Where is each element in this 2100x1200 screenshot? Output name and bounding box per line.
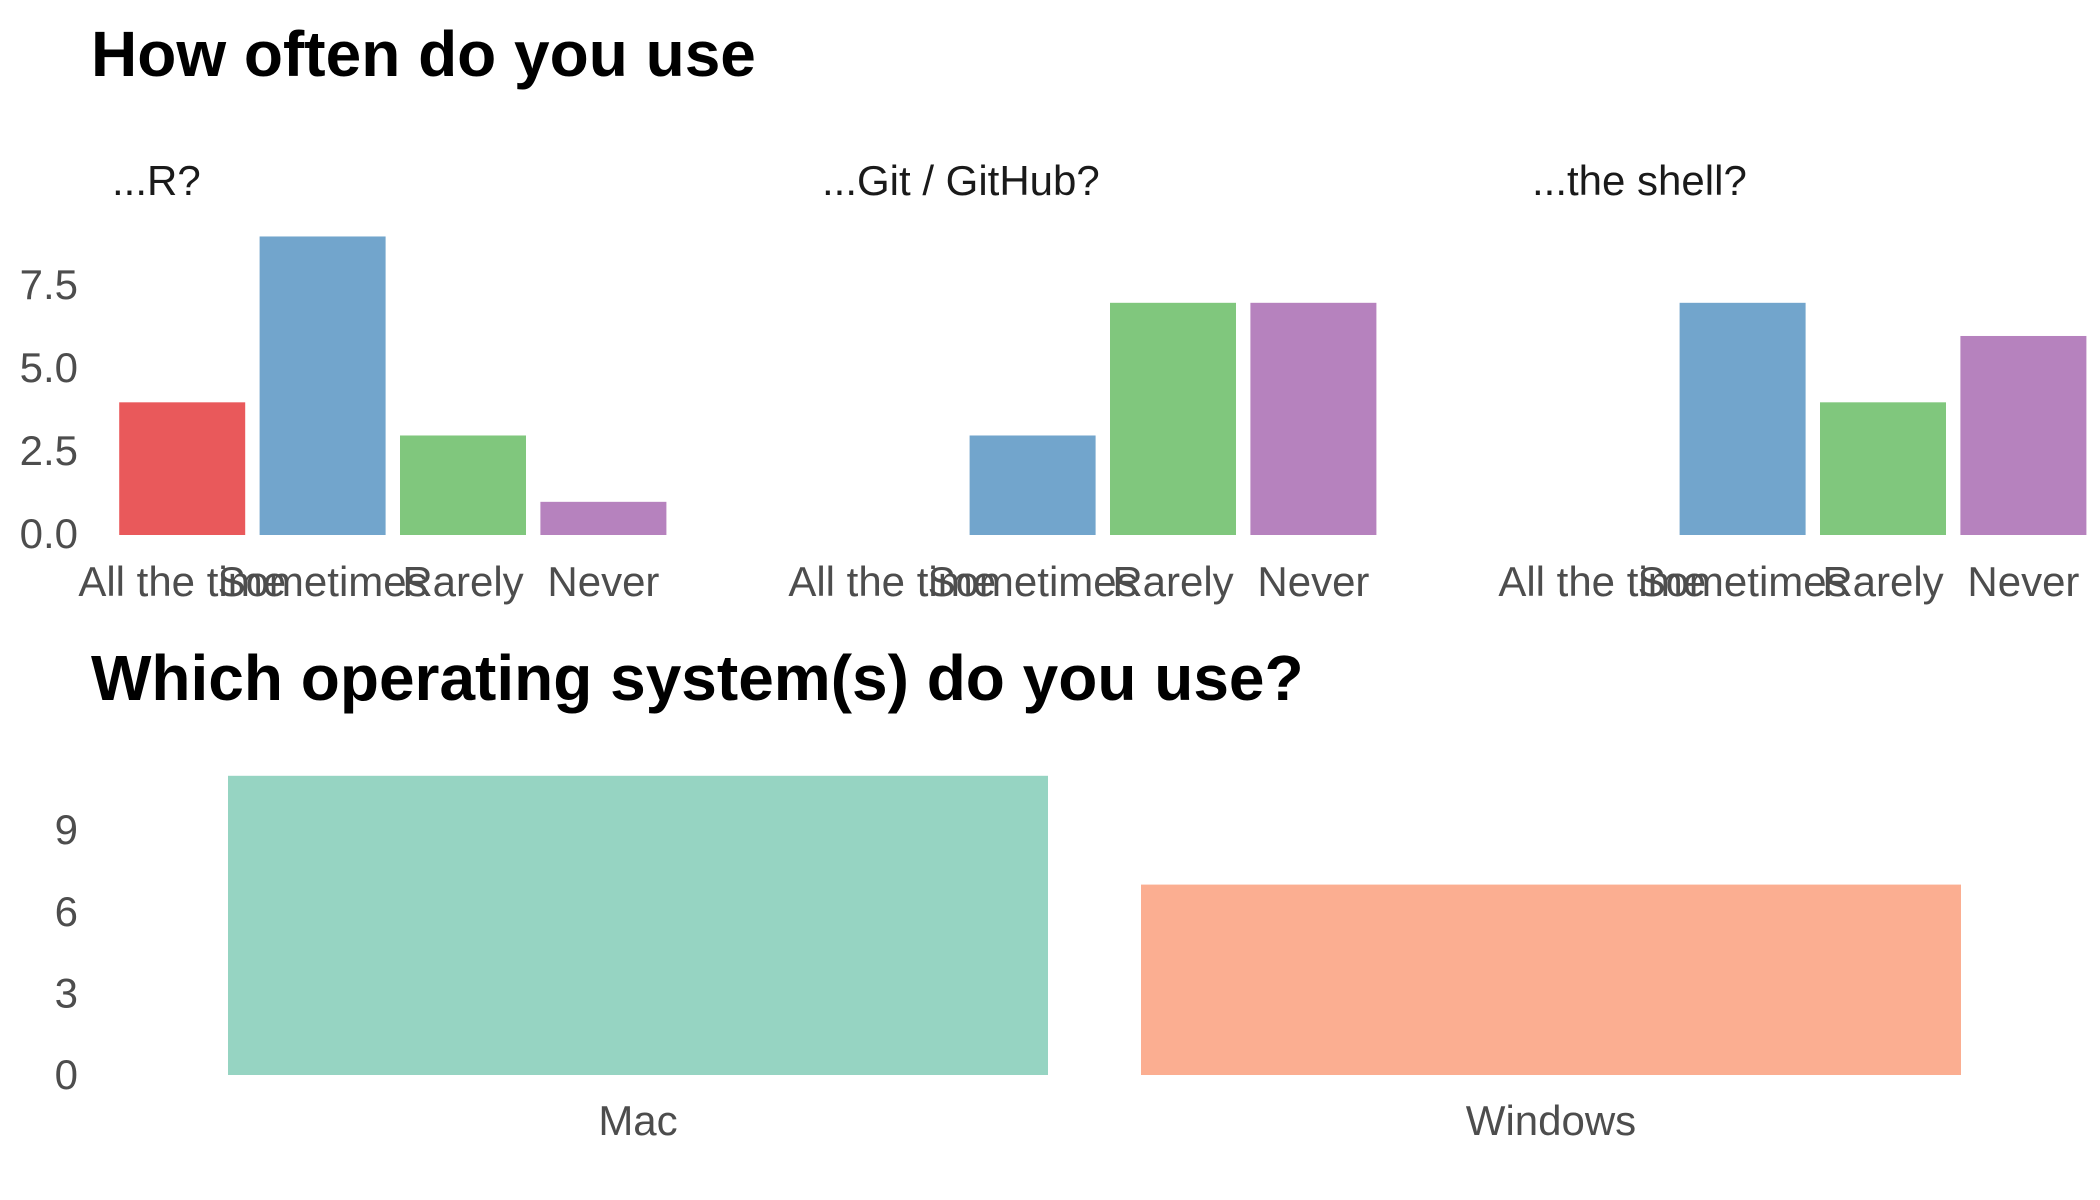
x-tick-label: Rarely [402, 558, 523, 605]
bar [540, 501, 667, 535]
facet-label: ...R? [112, 157, 201, 204]
x-tick-label: Sometimes [1638, 558, 1848, 605]
bar [400, 435, 526, 535]
bar [1820, 402, 1946, 535]
bar [259, 236, 386, 535]
y-tick-label: 9 [55, 806, 78, 853]
x-tick-label: All the time [788, 558, 996, 605]
bar [1679, 302, 1806, 535]
y-tick-label: 2.5 [20, 427, 78, 474]
x-tick-label: Never [1257, 558, 1369, 605]
y-tick-label: 0 [55, 1051, 78, 1098]
chart-title: How often do you use [91, 18, 756, 90]
x-tick-label: Never [547, 558, 659, 605]
x-tick-label: Rarely [1112, 558, 1233, 605]
x-tick-label: Mac [598, 1097, 677, 1144]
bar [1141, 884, 1961, 1075]
x-tick-label: Rarely [1822, 558, 1943, 605]
x-tick-label: Windows [1466, 1097, 1636, 1144]
x-tick-label: Never [1967, 558, 2079, 605]
y-tick-label: 3 [55, 969, 78, 1016]
x-tick-label: All the time [1498, 558, 1706, 605]
y-tick-label: 6 [55, 888, 78, 935]
bar [1250, 302, 1377, 535]
y-tick-label: 5.0 [20, 344, 78, 391]
bar [119, 402, 246, 535]
bar [1960, 335, 2087, 535]
facet-label: ...the shell? [1532, 157, 1747, 204]
x-tick-label: Sometimes [928, 558, 1138, 605]
facet-label: ...Git / GitHub? [822, 157, 1100, 204]
y-tick-label: 7.5 [20, 261, 78, 308]
bar [228, 775, 1048, 1075]
chart-title: Which operating system(s) do you use? [91, 642, 1304, 714]
x-tick-label: All the time [78, 558, 286, 605]
x-tick-label: Sometimes [218, 558, 428, 605]
y-tick-label: 0.0 [20, 510, 78, 557]
bar [1110, 302, 1236, 535]
bar [969, 435, 1096, 535]
